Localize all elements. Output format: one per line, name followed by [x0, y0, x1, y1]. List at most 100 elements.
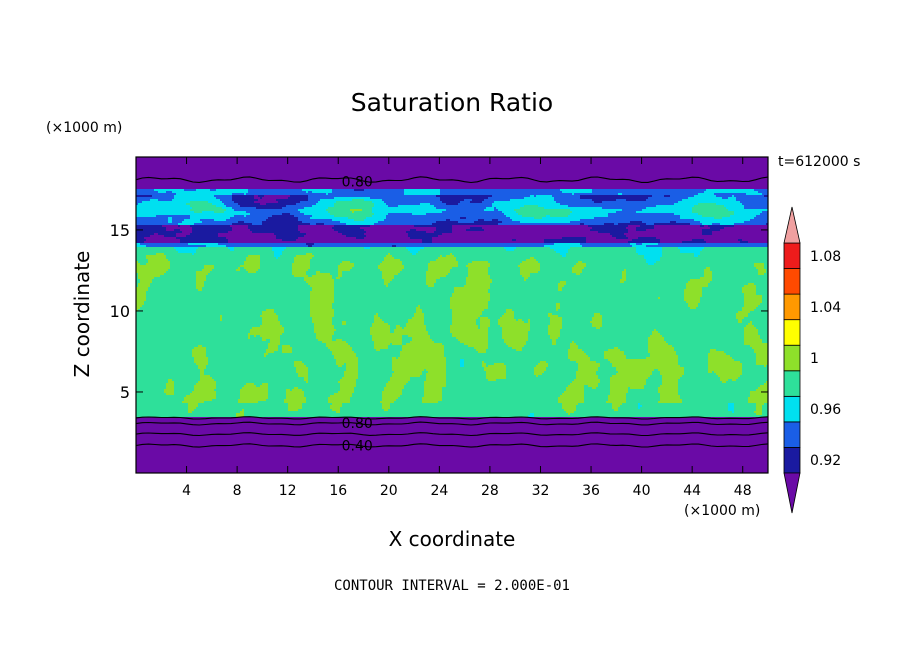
field-cell — [380, 349, 403, 352]
field-cell — [664, 337, 745, 340]
field-cell — [290, 345, 327, 348]
field-cell — [632, 239, 661, 242]
field-cell — [424, 319, 453, 322]
field-cell — [616, 373, 653, 376]
field-cell — [460, 359, 465, 362]
field-cell — [490, 263, 521, 266]
field-cell — [406, 231, 427, 234]
field-cell — [612, 365, 681, 368]
field-cell — [136, 383, 167, 386]
field-cell — [378, 265, 405, 268]
field-cell — [332, 191, 405, 194]
field-cell — [550, 323, 563, 326]
field-cell — [148, 259, 169, 262]
field-cell — [374, 315, 379, 318]
field-cell — [648, 263, 655, 266]
field-cell — [650, 335, 663, 338]
field-cell — [712, 271, 759, 274]
field-cell — [314, 331, 335, 334]
field-cell — [760, 335, 768, 338]
field-cell — [240, 269, 247, 272]
field-cell — [174, 195, 215, 198]
field-cell — [734, 407, 757, 410]
field-cell — [204, 371, 297, 374]
field-cell — [196, 287, 203, 290]
field-cell — [754, 265, 765, 268]
field-cell — [136, 295, 147, 298]
field-cell — [464, 343, 489, 346]
field-cell — [460, 341, 489, 344]
field-cell — [146, 295, 311, 298]
field-cell — [336, 411, 341, 414]
field-cell — [342, 339, 373, 342]
field-cell — [278, 349, 283, 352]
field-cell — [742, 239, 768, 242]
field-cell — [576, 273, 581, 276]
field-cell — [284, 401, 307, 404]
field-cell — [230, 225, 249, 228]
field-cell — [212, 269, 237, 272]
field-cell — [136, 281, 141, 284]
field-cell — [172, 379, 201, 382]
field-cell — [334, 229, 365, 232]
field-cell — [658, 389, 679, 392]
field-cell — [282, 253, 307, 256]
field-cell — [488, 197, 525, 200]
field-cell — [750, 393, 768, 396]
field-cell — [626, 269, 705, 272]
field-cell — [390, 379, 411, 382]
field-cell — [214, 379, 305, 382]
field-cell — [490, 299, 685, 302]
field-cell — [474, 221, 503, 224]
field-cell — [372, 201, 385, 204]
field-cell — [180, 229, 193, 232]
field-cell — [550, 337, 559, 340]
field-cell — [250, 229, 299, 232]
field-cell — [198, 403, 289, 406]
field-cell — [396, 327, 403, 330]
field-cell — [164, 389, 175, 392]
field-cell — [684, 291, 703, 294]
field-cell — [422, 373, 427, 376]
field-cell — [466, 217, 511, 220]
field-cell — [136, 447, 768, 450]
field-cell — [542, 217, 595, 220]
field-cell — [526, 279, 621, 282]
field-cell — [358, 375, 393, 378]
field-cell — [346, 321, 375, 324]
field-cell — [392, 245, 397, 248]
field-cell — [344, 375, 359, 378]
field-cell — [562, 403, 579, 406]
field-cell — [742, 369, 768, 372]
field-cell — [338, 231, 367, 234]
field-cell — [166, 383, 175, 386]
field-cell — [390, 343, 393, 346]
field-cell — [626, 395, 661, 398]
field-cell — [202, 289, 313, 292]
field-cell — [258, 199, 277, 202]
field-cell — [198, 405, 289, 408]
field-cell — [612, 235, 627, 238]
field-cell — [136, 343, 269, 346]
field-cell — [592, 189, 707, 192]
field-cell — [364, 229, 411, 232]
field-cell — [710, 227, 725, 230]
field-cell — [568, 413, 571, 416]
field-cell — [682, 199, 737, 202]
field-cell — [488, 329, 503, 332]
field-cell — [564, 409, 577, 412]
field-cell — [752, 323, 768, 326]
field-cell — [136, 305, 143, 308]
field-cell — [676, 221, 701, 224]
field-cell — [136, 381, 169, 384]
field-cell — [354, 219, 365, 222]
field-cell — [306, 365, 339, 368]
field-cell — [540, 265, 575, 268]
field-cell — [380, 263, 403, 266]
field-cell — [530, 323, 551, 326]
field-cell — [340, 277, 383, 280]
field-cell — [446, 357, 569, 360]
field-cell — [304, 379, 309, 382]
field-cell — [350, 345, 375, 348]
field-cell — [136, 323, 263, 326]
